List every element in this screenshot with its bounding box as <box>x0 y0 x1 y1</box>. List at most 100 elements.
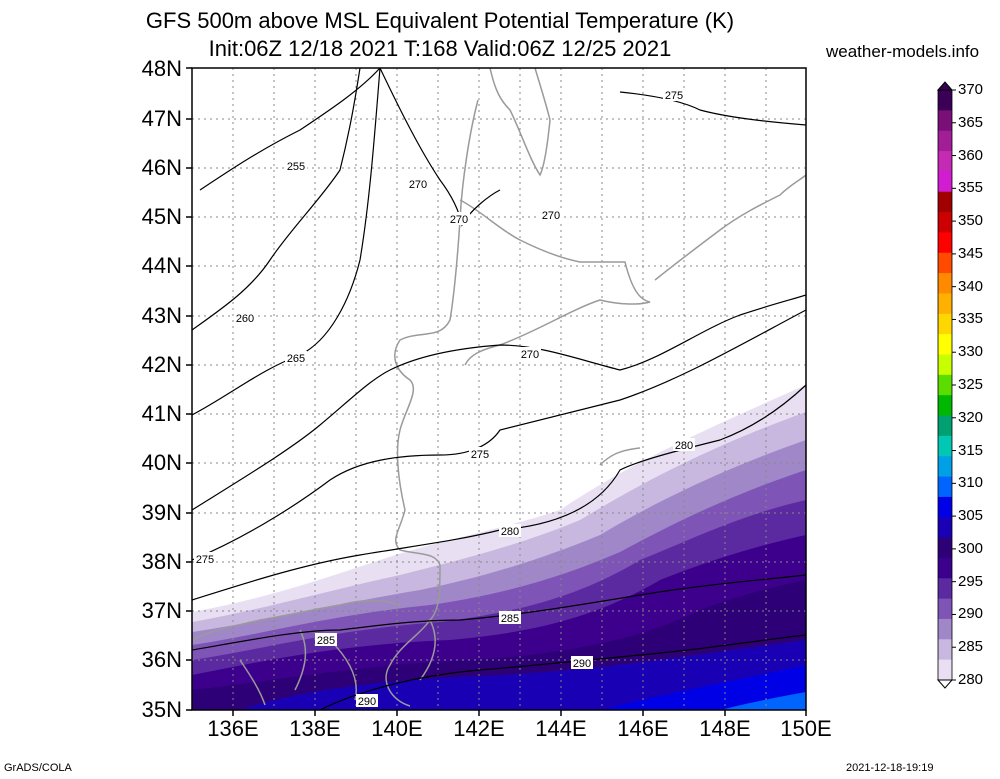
contour-275 <box>192 309 806 561</box>
contour-label: 275 <box>196 554 214 566</box>
contour-label: 270 <box>542 210 560 222</box>
colorbar-label: 310 <box>958 474 984 492</box>
colorbar-swatch <box>938 598 952 620</box>
lat-label: 36N <box>141 647 182 672</box>
colorbar-swatch <box>938 435 952 457</box>
colorbar-label: 360 <box>958 146 984 164</box>
colorbar-label: 315 <box>958 441 984 459</box>
colorbar-swatch <box>938 151 952 172</box>
colorbar-swatch <box>938 273 952 294</box>
contour-265 <box>192 68 381 416</box>
contour-label-bg <box>356 694 378 707</box>
colorbar-swatch <box>938 517 952 539</box>
colorbar-label: 320 <box>958 408 984 426</box>
contour-270b <box>379 68 501 227</box>
colorbar-label: 340 <box>958 277 984 295</box>
contour-label: 265 <box>287 353 305 365</box>
contour-label-bg <box>234 311 256 324</box>
contour-255 <box>199 68 381 191</box>
shade-294 <box>240 640 806 710</box>
colorbar-swatch <box>938 537 952 559</box>
lat-label: 39N <box>141 500 182 525</box>
lat-label: 41N <box>141 401 182 426</box>
colorbar-label: 300 <box>958 539 984 557</box>
colorbar-swatch <box>938 212 952 233</box>
contour-label-bg <box>571 656 593 669</box>
contour-label: 280 <box>501 526 519 538</box>
contour-label: 275 <box>665 90 683 102</box>
contour-label: 270 <box>450 214 468 226</box>
contour-label-bg <box>673 438 695 451</box>
lon-label: 136E <box>207 716 259 741</box>
colorbar-swatch <box>938 90 952 111</box>
footer-software: GrADS/COLA <box>4 762 72 774</box>
contour-labels: 255 260 265 270 270 270 270 275 275 275 280 280 285 2… <box>194 88 695 708</box>
colorbar-swatch <box>938 374 952 396</box>
lat-label: 43N <box>141 303 182 328</box>
colorbar-top-arrow <box>936 81 954 91</box>
lat-label: 40N <box>141 450 182 475</box>
colorbar-swatch <box>938 293 952 315</box>
contour-label-bg <box>448 212 470 225</box>
colorbar-swatch <box>938 171 952 193</box>
colorbar-label: 305 <box>958 507 984 525</box>
colorbar-swatch <box>938 578 952 600</box>
lon-label: 142E <box>453 716 505 741</box>
colorbar-swatch <box>938 659 952 681</box>
contour-label: 285 <box>501 613 519 625</box>
contour-label-bg <box>194 552 216 565</box>
contour-270 <box>192 294 806 511</box>
contour-280 <box>192 384 806 601</box>
colorbar-label: 365 <box>958 113 984 131</box>
colorbar-label: 335 <box>958 310 984 328</box>
lon-label: 138E <box>289 716 341 741</box>
colorbar <box>936 81 956 689</box>
contour-label-bg <box>499 524 521 537</box>
contours <box>192 68 806 710</box>
colorbar-label: 280 <box>958 671 984 688</box>
grid-lines <box>192 68 806 710</box>
colorbar-label: 345 <box>958 244 984 262</box>
contour-label-bg <box>519 347 541 360</box>
colorbar-swatch <box>938 110 952 132</box>
colorbar-swatch <box>938 476 952 498</box>
contour-285 <box>192 574 806 651</box>
contour-label-bg <box>407 177 429 190</box>
contour-label: 275 <box>471 449 489 461</box>
lat-label: 47N <box>141 106 182 131</box>
lon-label: 150E <box>780 716 832 741</box>
lon-label: 146E <box>617 716 669 741</box>
colorbar-swatch <box>938 415 952 437</box>
lon-label: 140E <box>371 716 423 741</box>
shade-298 <box>720 692 806 710</box>
colorbar-label: 355 <box>958 179 984 197</box>
contour-label-bg <box>663 88 685 101</box>
colorbar-swatch <box>938 130 952 152</box>
contour-label-bg <box>315 633 337 646</box>
contour-label: 255 <box>287 161 305 173</box>
contour-260a <box>192 68 361 331</box>
lat-label: 45N <box>141 204 182 229</box>
lat-label: 44N <box>141 253 182 278</box>
map-title: GFS 500m above MSL Equivalent Potential … <box>145 8 735 33</box>
contour-label: 270 <box>521 349 539 361</box>
colorbar-label: 330 <box>958 343 984 361</box>
colorbar-swatch <box>938 313 952 335</box>
colorbar-swatch <box>938 232 952 254</box>
colorbar-bottom-arrow <box>936 679 954 689</box>
lat-label: 37N <box>141 598 182 623</box>
colorbar-swatch <box>938 618 952 640</box>
colorbar-swatch <box>938 395 952 417</box>
colorbar-swatch <box>938 252 952 274</box>
colorbar-swatch <box>938 191 952 213</box>
lat-label: 46N <box>141 155 182 180</box>
colorbar-label: 350 <box>958 212 984 230</box>
contour-label-bg <box>285 159 307 172</box>
map-subtitle: Init:06Z 12/18 2021 T:168 Valid:06Z 12/2… <box>208 36 672 61</box>
lat-label: 35N <box>141 697 182 722</box>
contour-label-bg <box>469 447 491 460</box>
contour-label: 270 <box>409 179 427 191</box>
contour-label-bg <box>285 351 307 364</box>
lon-label: 148E <box>699 716 751 741</box>
